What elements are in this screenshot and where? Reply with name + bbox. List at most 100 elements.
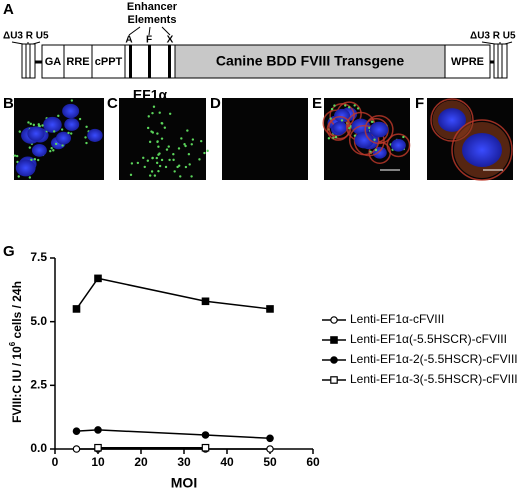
green-signal [156, 140, 159, 143]
green-signal [85, 141, 88, 145]
y-tick-label: 5.0 [30, 314, 47, 328]
x-tick-label: 30 [177, 455, 191, 469]
nucleus [55, 131, 71, 145]
green-signal [52, 149, 55, 152]
green-signal [49, 149, 52, 153]
marker [266, 305, 274, 313]
y-tick-label: 2.5 [30, 378, 47, 392]
green-signal [84, 136, 87, 139]
panel-label: C [107, 95, 118, 112]
green-signal [190, 143, 193, 146]
nucleus [390, 138, 406, 152]
green-signal [183, 143, 186, 146]
panel-label: D [210, 95, 221, 112]
green-signal [179, 175, 182, 178]
nucleus [462, 133, 502, 167]
green-signal [340, 119, 344, 122]
green-signal [348, 126, 351, 130]
green-signal [57, 114, 60, 118]
green-signal [151, 131, 155, 134]
green-signal [184, 144, 187, 148]
green-signal [33, 158, 37, 161]
green-signal [353, 134, 357, 137]
series-line [76, 429, 271, 440]
nucleus [87, 128, 103, 142]
green-signal [190, 175, 193, 178]
marker [72, 427, 81, 435]
green-signal [142, 156, 145, 160]
green-signal [158, 164, 162, 168]
green-signal [334, 135, 338, 139]
nucleus [15, 159, 36, 177]
green-signal [29, 122, 32, 126]
green-signal [373, 138, 376, 141]
marker [72, 305, 81, 313]
green-signal [148, 140, 152, 144]
green-signal [163, 126, 167, 129]
panel-label: E [312, 95, 322, 112]
legend-marker [330, 336, 338, 344]
green-signal [191, 138, 195, 141]
green-signal [151, 156, 154, 160]
cell-membrane [368, 141, 392, 164]
green-signal [41, 124, 44, 127]
nucleus [64, 118, 80, 131]
wpre-label: WPRE [451, 56, 484, 68]
cell-membrane [451, 119, 513, 181]
green-signal [30, 158, 33, 162]
green-signal [17, 175, 20, 178]
green-signal [50, 147, 53, 150]
green-signal [27, 121, 30, 124]
enhancer-pointers [128, 26, 171, 36]
green-signal [52, 130, 56, 133]
x-tick-label: 0 [52, 455, 59, 469]
enhancer-label: F [146, 35, 152, 46]
marker [94, 443, 102, 452]
legend-label: Lenti-EF1α-3(-5.5HSCR)-cFVIII [350, 372, 518, 386]
green-signal [186, 129, 189, 132]
green-signal [327, 137, 331, 140]
element-label: RRE [66, 56, 89, 68]
green-signal [402, 135, 405, 139]
right-ltr [481, 41, 513, 79]
marker [72, 445, 81, 453]
green-signal [330, 107, 334, 111]
green-signal [153, 174, 157, 177]
green-signal [160, 137, 164, 140]
green-signal [155, 156, 158, 160]
panel-label: F [415, 95, 424, 112]
marker [201, 431, 210, 439]
green-signal [13, 154, 17, 157]
green-signal [130, 162, 134, 165]
green-signal [28, 176, 32, 179]
green-signal [70, 99, 74, 102]
legend-label: Lenti-EF1α-cFVIII [350, 312, 444, 326]
element-label: GA [45, 56, 62, 68]
enhancer-bars [129, 45, 171, 78]
green-signal [160, 158, 164, 162]
y-label-part: cells / 24h [10, 281, 24, 342]
green-signal [150, 170, 154, 173]
green-signal [374, 148, 378, 152]
enhancer-label: A [125, 35, 132, 46]
ltr-label: ΔU3 R U5 [3, 31, 49, 42]
wpre-box [444, 44, 491, 79]
nucleus [31, 143, 47, 157]
green-signal [85, 125, 88, 128]
x-axis-label: MOI [171, 475, 197, 491]
green-signal [160, 122, 164, 125]
green-signal [200, 139, 203, 143]
green-signal [333, 104, 336, 107]
panel-label: A [3, 1, 14, 18]
green-signal [157, 145, 160, 148]
green-signal [37, 123, 40, 126]
green-signal [152, 105, 156, 108]
chart: 0.0 2.5 5.0 7.5 0 10 20 30 40 50 60 Lenti-EF1α-cFVI… [30, 250, 517, 469]
green-signal [198, 158, 201, 161]
x-tick-label: 10 [91, 455, 105, 469]
green-signal [164, 165, 168, 169]
marker [94, 426, 102, 434]
left-ltr [11, 41, 41, 79]
y-tick-label: 0.0 [30, 441, 47, 455]
